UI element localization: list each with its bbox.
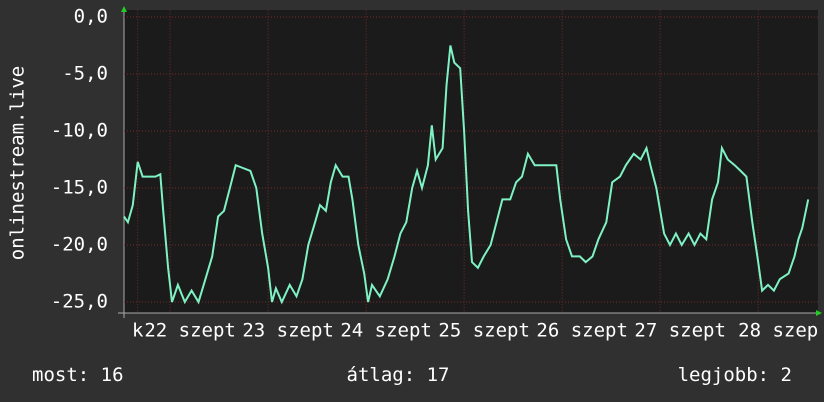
x-tick-label: k [132, 320, 144, 342]
y-tick-label: -10,0 [51, 120, 108, 142]
arrow [816, 310, 822, 316]
x-tick-label: 22 szept [144, 320, 236, 342]
data-line [123, 45, 810, 305]
plot-area [124, 10, 818, 313]
stat-value: 17 [427, 364, 450, 386]
y-tick-label: -20,0 [51, 234, 108, 256]
x-tick-label: 25 szept [438, 320, 530, 342]
y-tick-label: -15,0 [51, 177, 108, 199]
stat-value: 2 [781, 364, 792, 386]
x-tick-label: 27 szept [634, 320, 726, 342]
stat-label: átlag: [347, 364, 416, 386]
y-tick-label: -25,0 [51, 291, 108, 313]
stat-label: most: [32, 364, 89, 386]
x-tick-label: 23 szept [242, 320, 334, 342]
stat-value: 16 [101, 364, 124, 386]
y-tick-label: -5,0 [62, 63, 108, 85]
stat: most: 16 [32, 364, 124, 386]
arrow [121, 6, 127, 12]
y-tick-label: 0,0 [74, 6, 108, 28]
x-tick-label: 28 szep [738, 320, 818, 342]
x-tick-label: 24 szept [340, 320, 432, 342]
y-axis-label: onlinestream.live [7, 66, 29, 260]
x-tick-label: 26 szept [536, 320, 628, 342]
stat: átlag: 17 [347, 364, 450, 386]
stat: legjobb: 2 [678, 364, 792, 386]
stat-label: legjobb: [678, 364, 770, 386]
